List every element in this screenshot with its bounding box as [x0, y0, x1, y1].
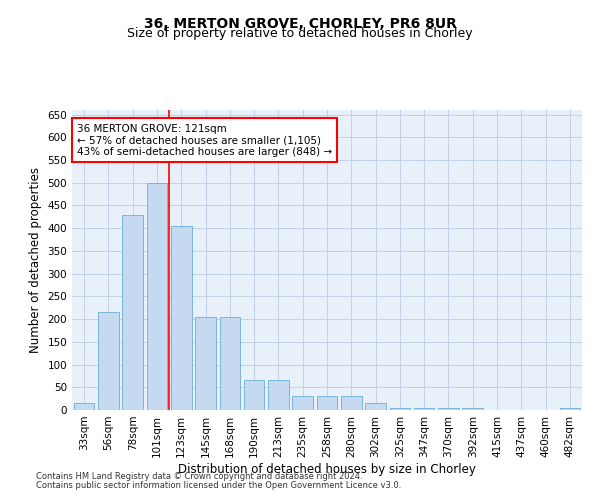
X-axis label: Distribution of detached houses by size in Chorley: Distribution of detached houses by size …: [178, 462, 476, 475]
Bar: [438, 408, 459, 410]
Bar: [341, 396, 362, 410]
Text: 36 MERTON GROVE: 121sqm
← 57% of detached houses are smaller (1,105)
43% of semi: 36 MERTON GROVE: 121sqm ← 57% of detache…: [77, 124, 332, 156]
Bar: [292, 396, 313, 410]
Bar: [463, 408, 483, 410]
Bar: [146, 182, 167, 410]
Bar: [195, 317, 216, 410]
Bar: [171, 226, 191, 410]
Bar: [365, 403, 386, 410]
Bar: [389, 408, 410, 410]
Bar: [98, 312, 119, 410]
Y-axis label: Number of detached properties: Number of detached properties: [29, 167, 42, 353]
Bar: [244, 380, 265, 410]
Text: Size of property relative to detached houses in Chorley: Size of property relative to detached ho…: [127, 28, 473, 40]
Bar: [317, 396, 337, 410]
Bar: [560, 408, 580, 410]
Bar: [220, 317, 240, 410]
Bar: [414, 408, 434, 410]
Text: Contains public sector information licensed under the Open Government Licence v3: Contains public sector information licen…: [36, 481, 401, 490]
Bar: [74, 403, 94, 410]
Bar: [122, 214, 143, 410]
Bar: [268, 380, 289, 410]
Text: Contains HM Land Registry data © Crown copyright and database right 2024.: Contains HM Land Registry data © Crown c…: [36, 472, 362, 481]
Text: 36, MERTON GROVE, CHORLEY, PR6 8UR: 36, MERTON GROVE, CHORLEY, PR6 8UR: [143, 18, 457, 32]
